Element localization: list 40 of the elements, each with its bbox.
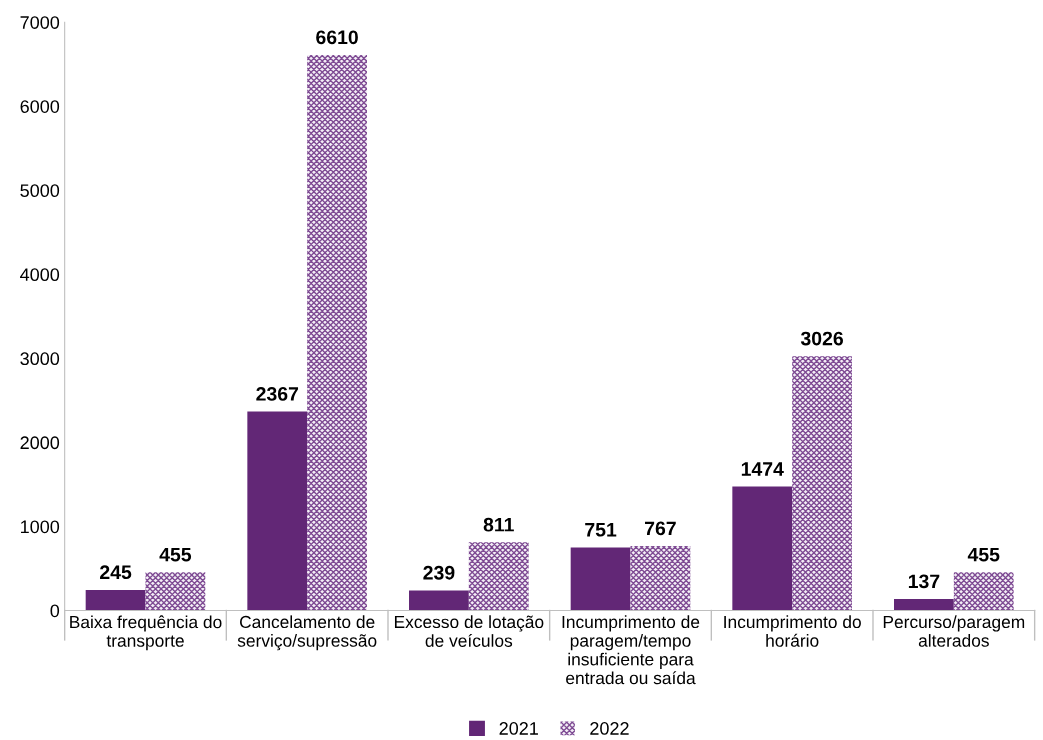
x-tick-label: Excesso de lotação de veículos bbox=[394, 615, 544, 647]
y-tick-label: 3000 bbox=[20, 352, 60, 366]
bar bbox=[468, 542, 529, 611]
bar bbox=[732, 486, 793, 611]
bar bbox=[145, 572, 206, 611]
legend-label: 2022 bbox=[590, 722, 629, 735]
y-tick-label: 0 bbox=[50, 604, 60, 618]
data-label: 1474 bbox=[741, 462, 784, 476]
x-tick-label: Incumprimento de paragem/tempo insuficiente para entrada ou saída bbox=[562, 615, 700, 685]
y-tick-label: 7000 bbox=[20, 16, 60, 29]
bar bbox=[85, 589, 146, 611]
bar bbox=[894, 598, 954, 611]
data-label: 2367 bbox=[256, 387, 299, 401]
bar bbox=[792, 356, 852, 611]
y-tick-label: 4000 bbox=[20, 268, 60, 282]
y-tick-label: 6000 bbox=[20, 100, 60, 113]
x-tick-label: Cancelamento de serviço/supressão bbox=[237, 615, 377, 651]
bar bbox=[570, 547, 631, 611]
bar bbox=[953, 572, 1014, 611]
data-label: 455 bbox=[159, 547, 192, 562]
y-tick-label: 5000 bbox=[20, 184, 60, 198]
y-tick-label: 2000 bbox=[20, 436, 60, 450]
bar bbox=[307, 54, 367, 611]
data-label: 137 bbox=[908, 574, 940, 589]
data-label: 767 bbox=[645, 521, 676, 536]
data-label: 811 bbox=[483, 517, 514, 532]
y-tick-label: 1000 bbox=[21, 520, 60, 534]
x-tick-label: Incumprimento do horário bbox=[724, 615, 861, 647]
data-label: 455 bbox=[967, 547, 1000, 562]
data-label: 6610 bbox=[316, 30, 358, 45]
bar bbox=[247, 411, 308, 611]
data-label: 239 bbox=[423, 565, 455, 580]
data-label: 245 bbox=[100, 565, 132, 580]
legend-label: 2021 bbox=[499, 722, 538, 735]
x-tick-label: Baixa frequência do transporte bbox=[70, 615, 222, 651]
x-tick-label: Percurso/paragem alterados bbox=[883, 615, 1025, 647]
data-label: 751 bbox=[585, 523, 617, 537]
bar bbox=[630, 546, 691, 611]
bar bbox=[409, 590, 469, 611]
data-label: 3026 bbox=[800, 331, 843, 346]
